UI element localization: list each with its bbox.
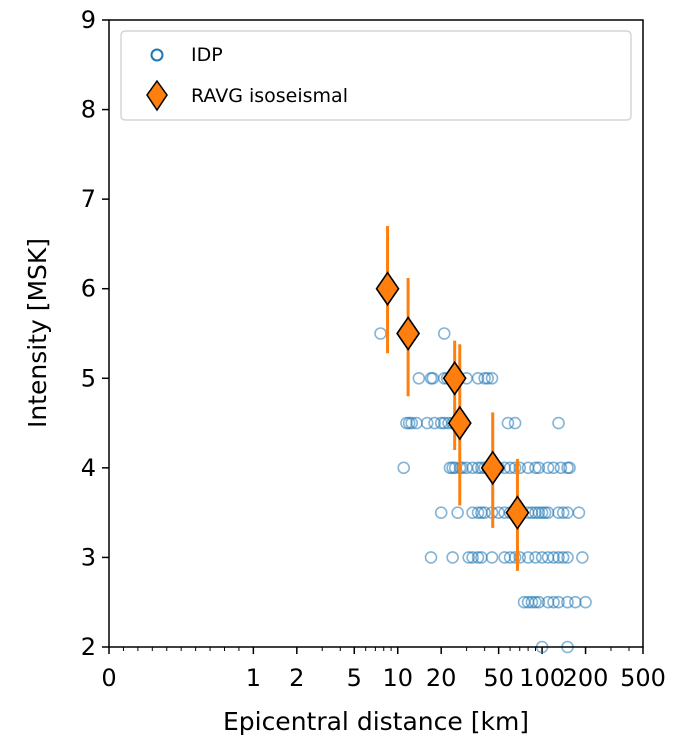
x-tick-label: 20 <box>426 664 457 692</box>
idp-point <box>563 461 576 475</box>
x-tick-label: 500 <box>620 664 666 692</box>
idp-point <box>478 506 491 519</box>
idp-point <box>451 506 464 519</box>
idp-point <box>374 327 387 340</box>
idp-point <box>462 551 475 564</box>
y-axis-title: Intensity [MSK] <box>23 238 52 428</box>
idp-point <box>529 506 542 519</box>
y-tick-label: 6 <box>81 275 96 303</box>
idp-point <box>552 416 565 430</box>
idp-point <box>434 506 448 519</box>
idp-point <box>554 461 568 475</box>
idp-point <box>420 416 434 430</box>
y-tick-label: 3 <box>81 543 96 571</box>
x-axis-title: Epicentral distance [km] <box>223 707 529 736</box>
idp-point <box>513 551 527 564</box>
idp-point <box>471 551 485 564</box>
y-tick-label: 7 <box>81 185 96 213</box>
idp-point <box>532 461 546 475</box>
idp-point <box>561 551 574 564</box>
legend-label-idp: IDP <box>191 44 223 66</box>
idp-series <box>374 327 592 654</box>
ravg-series <box>375 271 530 531</box>
idp-point <box>397 461 411 475</box>
idp-point <box>446 551 459 564</box>
x-tick-label: 100 <box>519 664 565 692</box>
idp-point <box>466 461 479 475</box>
idp-point <box>485 371 499 385</box>
idp-point <box>437 327 451 340</box>
legend: IDP RAVG isoseismal <box>120 30 632 121</box>
idp-point <box>552 551 565 564</box>
idp-point <box>466 551 479 564</box>
legend-box <box>120 30 632 121</box>
x-tick-label: 5 <box>347 664 362 692</box>
idp-point <box>513 461 527 475</box>
ravg-point <box>447 405 472 441</box>
legend-marker-idp <box>150 48 164 62</box>
idp-point <box>471 506 485 519</box>
legend-marker-ravg <box>146 79 168 112</box>
idp-point <box>547 461 560 475</box>
idp-point <box>508 551 522 564</box>
idp-point <box>569 595 582 609</box>
idp-point <box>503 551 517 564</box>
x-tick-label: 10 <box>382 664 413 692</box>
x-tick-label: 1 <box>246 664 261 692</box>
idp-point <box>552 506 565 519</box>
idp-point <box>532 506 546 519</box>
idp-point <box>428 416 441 430</box>
idp-point <box>466 506 479 519</box>
plot-frame <box>108 19 644 648</box>
idp-point <box>547 551 560 564</box>
idp-point <box>521 551 535 564</box>
idp-point <box>485 551 499 564</box>
y-axis-ticks: 2 3 4 5 6 7 8 9 <box>81 6 109 661</box>
idp-point <box>579 595 592 609</box>
y-tick-label: 4 <box>81 454 96 482</box>
idp-point <box>412 371 426 385</box>
idp-point <box>556 551 570 564</box>
x-tick-label: 0 <box>101 664 116 692</box>
idp-point <box>572 506 586 519</box>
plot-area <box>109 20 643 647</box>
idp-point <box>552 595 565 609</box>
ravg-point <box>480 450 505 486</box>
idp-point <box>556 506 570 519</box>
ravg-point <box>442 360 467 396</box>
ravg-point <box>505 495 530 531</box>
idp-point <box>508 461 522 475</box>
y-tick-label: 2 <box>81 633 96 661</box>
idp-point <box>471 371 485 385</box>
idp-point <box>547 595 560 609</box>
idp-point <box>529 595 542 609</box>
x-tick-label: 2 <box>289 664 304 692</box>
idp-point <box>576 551 589 564</box>
legend-label-ravg: RAVG isoseismal <box>191 85 348 107</box>
idp-point <box>529 551 542 564</box>
ravg-point <box>375 271 400 307</box>
idp-point <box>541 461 555 475</box>
idp-point <box>561 595 574 609</box>
x-tick-label: 200 <box>563 664 609 692</box>
idp-point <box>501 416 515 430</box>
idp-point <box>424 551 438 564</box>
y-tick-label: 9 <box>81 6 96 34</box>
idp-point <box>405 416 419 430</box>
idp-point <box>525 595 539 609</box>
idp-point <box>529 461 542 475</box>
idp-point <box>508 416 522 430</box>
y-tick-label: 5 <box>81 364 96 392</box>
y-tick-label: 8 <box>81 96 96 124</box>
x-tick-label: 50 <box>483 664 514 692</box>
idp-point <box>481 371 495 385</box>
ravg-point <box>396 316 421 351</box>
idp-point <box>532 595 546 609</box>
